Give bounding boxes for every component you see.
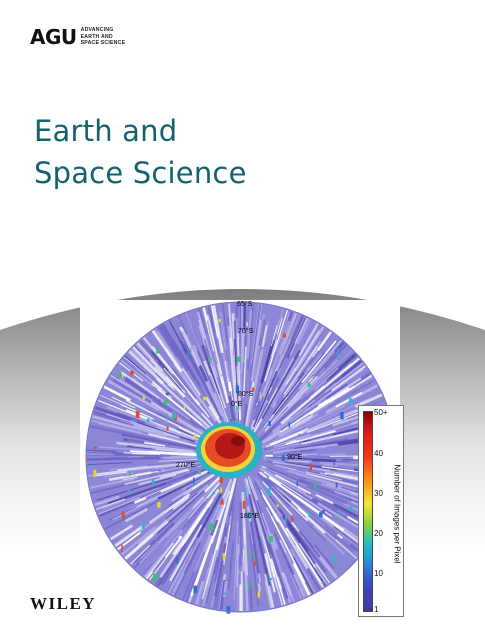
journal-title-line-1: Earth and: [34, 114, 178, 148]
cover-figure: [80, 300, 400, 622]
agu-tagline-line-1: ADVANCING: [80, 27, 114, 34]
colorbar: 50+ 40 30 20 10 1 Number of Images per P…: [358, 405, 404, 617]
longitude-label: 180°E: [240, 513, 260, 520]
agu-logo: AGU ADVANCING EARTH AND SPACE SCIENCE: [30, 27, 125, 47]
agu-logo-mark: AGU: [30, 25, 77, 49]
journal-title-line-2: Space Science: [34, 156, 247, 190]
agu-tagline-line-3: SPACE SCIENCE: [80, 40, 126, 47]
latitude-label: 80°S: [238, 391, 254, 398]
colorbar-tick: 10: [374, 569, 383, 578]
colorbar-tick: 50+: [374, 408, 388, 417]
publisher-logo: WILEY: [30, 594, 97, 613]
colorbar-tick: 1: [374, 605, 379, 614]
agu-tagline: ADVANCING EARTH AND SPACE SCIENCE: [81, 27, 126, 46]
colorbar-tick: 40: [374, 449, 383, 458]
longitude-label: 0°E: [231, 401, 243, 408]
colorbar-tick: 30: [374, 489, 383, 498]
longitude-label: 90°E: [287, 454, 303, 461]
colorbar-gradient: [363, 411, 373, 612]
latitude-label: 70°S: [238, 328, 254, 335]
agu-tagline-line-2: EARTH AND: [80, 33, 113, 40]
colorbar-label: Number of Images per Pixel: [392, 464, 402, 564]
longitude-label: 270°E: [176, 462, 196, 469]
journal-title: Earth and Space Science: [34, 110, 247, 194]
polar-coverage-map: [85, 301, 397, 614]
colorbar-tick: 20: [374, 529, 383, 538]
latitude-label: 65°S: [237, 301, 253, 308]
